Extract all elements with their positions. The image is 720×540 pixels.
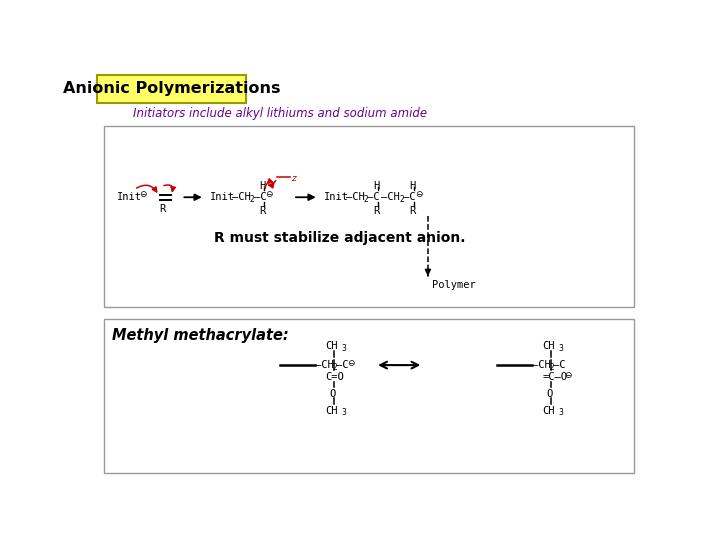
Text: C=O: C=O <box>325 373 344 382</box>
Text: –CH: –CH <box>382 192 400 202</box>
Text: –CH: –CH <box>315 360 333 370</box>
Text: –C: –C <box>253 192 266 202</box>
Text: 3: 3 <box>559 408 564 417</box>
Text: O: O <box>330 389 336 399</box>
Text: Init: Init <box>210 192 235 202</box>
Text: –C: –C <box>403 192 415 202</box>
Text: Init: Init <box>324 192 349 202</box>
Text: CH: CH <box>325 406 338 416</box>
Text: Initiators include alkyl lithiums and sodium amide: Initiators include alkyl lithiums and so… <box>132 107 427 120</box>
Text: –CH: –CH <box>232 192 251 202</box>
Text: ⊖: ⊖ <box>347 359 355 368</box>
Text: Anionic Polymerizations: Anionic Polymerizations <box>63 81 280 96</box>
Text: Polymer: Polymer <box>432 280 475 290</box>
Text: CH: CH <box>543 341 555 351</box>
Text: R: R <box>409 206 415 216</box>
Text: 2: 2 <box>399 195 404 204</box>
Text: R must stabilize adjacent anion.: R must stabilize adjacent anion. <box>214 231 466 245</box>
Text: 3: 3 <box>342 343 347 353</box>
Text: R: R <box>160 204 166 214</box>
Text: O: O <box>546 389 553 399</box>
Text: H: H <box>260 181 266 191</box>
Text: ⊖: ⊖ <box>415 190 422 199</box>
Text: CH: CH <box>543 406 555 416</box>
Text: ⊖: ⊖ <box>564 372 572 380</box>
Text: CH: CH <box>325 341 338 351</box>
Text: 2: 2 <box>549 363 554 372</box>
Bar <box>104 319 634 473</box>
Text: Init: Init <box>117 192 142 202</box>
Bar <box>104 126 634 307</box>
Text: =C–O: =C–O <box>543 373 567 382</box>
Text: 3: 3 <box>342 408 347 417</box>
Text: z: z <box>291 174 295 183</box>
Text: ⊖: ⊖ <box>139 190 146 199</box>
Text: H: H <box>409 181 415 191</box>
Text: R: R <box>260 206 266 216</box>
Text: 2: 2 <box>364 195 369 204</box>
Text: Methyl methacrylate:: Methyl methacrylate: <box>112 328 289 343</box>
Text: –CH: –CH <box>346 192 364 202</box>
Text: –C: –C <box>367 192 380 202</box>
Text: 2: 2 <box>250 195 254 204</box>
Text: –CH: –CH <box>532 360 551 370</box>
Text: ⊖: ⊖ <box>265 190 273 199</box>
Text: –C: –C <box>554 360 566 370</box>
Text: R: R <box>374 206 380 216</box>
FancyBboxPatch shape <box>97 75 246 103</box>
Text: –C: –C <box>336 360 349 370</box>
Text: 2: 2 <box>333 363 338 372</box>
Text: H: H <box>374 181 380 191</box>
Text: 3: 3 <box>559 343 564 353</box>
